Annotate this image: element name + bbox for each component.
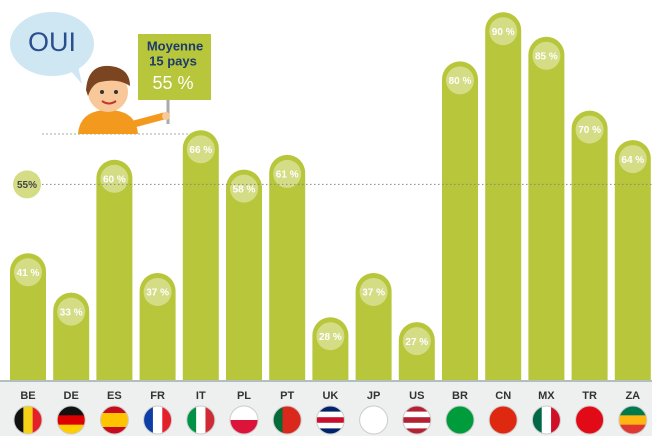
speech-bubble: OUI <box>10 12 94 84</box>
x-tick-label: ES <box>107 390 122 402</box>
flag-stripe <box>542 406 552 434</box>
bar <box>269 155 305 380</box>
flag-stripe <box>403 423 431 429</box>
x-tick-label: ZA <box>625 390 640 402</box>
x-tick-label: PL <box>237 390 251 402</box>
average-sign: Moyenne 15 pays 55 % <box>138 34 211 100</box>
x-tick-label: PT <box>280 390 294 402</box>
flag-stripe <box>100 420 128 428</box>
flag-stripe <box>196 406 206 434</box>
bar <box>615 140 651 380</box>
value-label: 33 % <box>60 307 83 318</box>
flag-stripe <box>153 406 163 434</box>
chart: OUI Moyenne 15 pays 55 % 41 % BE 33 % DE 60 … <box>0 0 652 436</box>
value-label: 27 % <box>405 337 428 348</box>
flag-stripe <box>57 415 85 425</box>
x-tick-label: IT <box>196 390 206 402</box>
value-label: 61 % <box>276 170 299 181</box>
sign-line: Moyenne <box>147 38 203 53</box>
flag-stripe <box>316 417 344 423</box>
x-tick-label: BE <box>20 390 35 402</box>
value-label: 60 % <box>103 174 126 185</box>
value-label: 37 % <box>146 288 169 299</box>
x-tick-label: DE <box>64 390 79 402</box>
bar <box>572 111 608 380</box>
sign-line: 15 pays <box>149 53 197 68</box>
x-tick-label: TR <box>582 390 597 402</box>
value-label: 90 % <box>492 27 515 38</box>
flag-stripe <box>100 413 128 421</box>
flag-stripe <box>283 406 293 434</box>
value-label: 85 % <box>535 51 558 62</box>
value-label: 70 % <box>578 125 601 136</box>
x-tick-label: MX <box>538 390 555 402</box>
sign-value: 55 % <box>152 73 193 93</box>
x-tick-label: US <box>409 390 424 402</box>
bar <box>183 130 219 380</box>
flag-stripe <box>316 412 344 418</box>
bar <box>96 160 132 380</box>
x-tick-label: UK <box>322 390 338 402</box>
flag-stripe <box>619 415 647 425</box>
x-tick-label: CN <box>495 390 511 402</box>
x-tick-label: BR <box>452 390 468 402</box>
flag-stripe <box>403 417 431 423</box>
flag-stripe <box>403 412 431 418</box>
value-label: 41 % <box>17 268 40 279</box>
value-label: 28 % <box>319 332 342 343</box>
x-tick-label: FR <box>150 390 165 402</box>
value-label: 66 % <box>189 145 212 156</box>
bar <box>442 61 478 380</box>
value-label: 64 % <box>621 155 644 166</box>
value-label: 37 % <box>362 288 385 299</box>
value-label: 80 % <box>449 76 472 87</box>
flag-stripe <box>23 406 33 434</box>
bar <box>528 37 564 380</box>
x-tick-label: JP <box>367 390 380 402</box>
average-label: 55% <box>17 180 37 191</box>
bubble-text: OUI <box>28 27 76 57</box>
flag-stripe <box>316 423 344 429</box>
value-label: 58 % <box>233 184 256 195</box>
bar <box>485 12 521 380</box>
